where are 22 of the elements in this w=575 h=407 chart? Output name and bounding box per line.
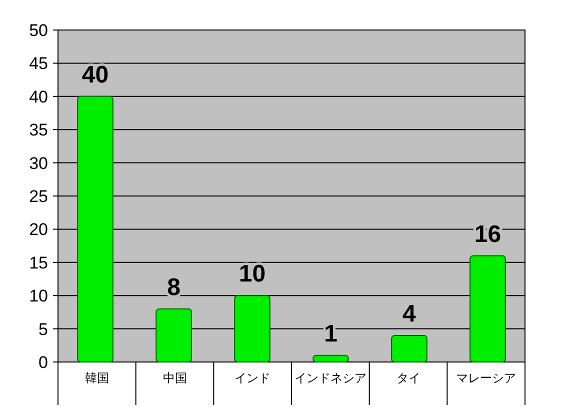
y-tick-label: 0 xyxy=(38,352,48,372)
y-tick-label: 50 xyxy=(29,20,48,40)
data-label: 1 xyxy=(324,320,338,348)
x-tick-label: 韓国 xyxy=(84,371,109,385)
x-tick-label: インドネシア xyxy=(294,371,366,385)
y-tick-label: 40 xyxy=(29,87,48,106)
data-label: 10 xyxy=(238,260,266,288)
data-label: 8 xyxy=(167,274,180,301)
y-tick-label: 10 xyxy=(29,286,48,306)
x-tick-label: 中国 xyxy=(162,371,187,385)
x-tick-label: インド xyxy=(234,371,271,385)
y-tick-label: 5 xyxy=(38,320,48,339)
y-tick-label: 30 xyxy=(29,154,48,173)
y-tick-label: 20 xyxy=(29,220,48,240)
y-tick-label: 15 xyxy=(29,253,48,272)
y-tick-label: 25 xyxy=(29,186,48,206)
y-tick-label: 45 xyxy=(29,54,48,74)
x-tick-label: マレーシア xyxy=(456,371,516,385)
data-label: 4 xyxy=(402,300,417,328)
y-tick-label: 35 xyxy=(29,120,48,140)
data-label: 40 xyxy=(82,61,109,88)
x-tick-label: タイ xyxy=(396,371,420,385)
